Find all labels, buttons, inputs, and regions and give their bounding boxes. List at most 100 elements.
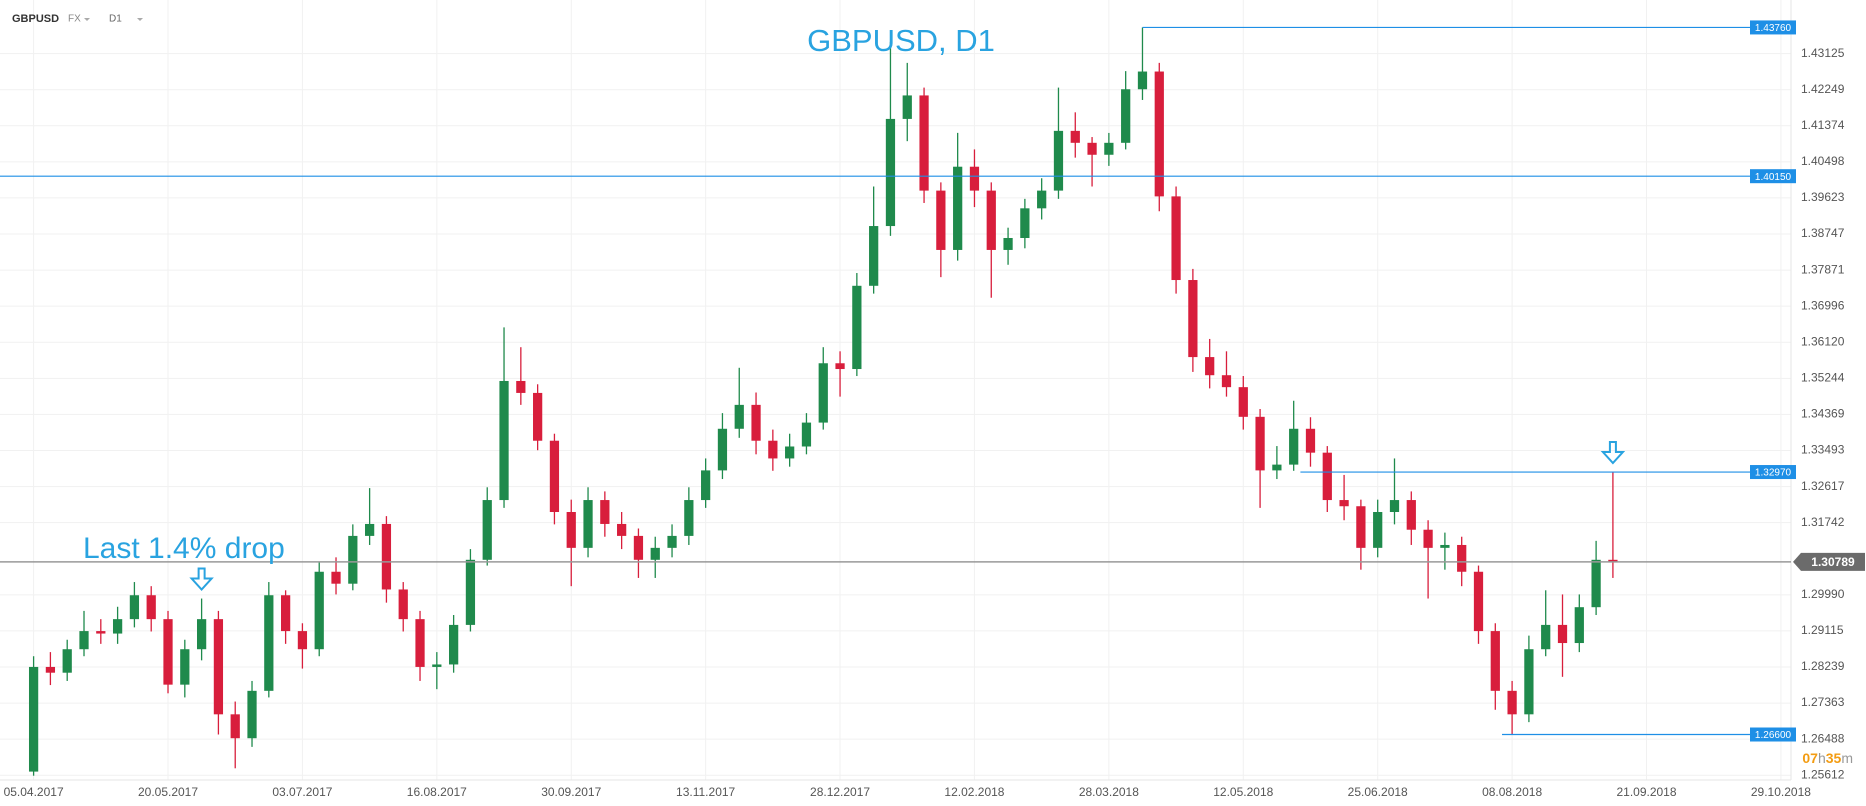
candle-body bbox=[1003, 237, 1013, 250]
candle-body bbox=[768, 440, 778, 459]
candle-body bbox=[129, 595, 140, 620]
candle-body bbox=[331, 571, 341, 584]
y-tick-label: 1.39623 bbox=[1801, 190, 1845, 204]
candle-body bbox=[1373, 512, 1383, 548]
level-label-box bbox=[1750, 465, 1796, 480]
candle-body bbox=[348, 535, 358, 584]
level-label: 1.26600 bbox=[1755, 730, 1792, 741]
level-label: 1.32970 bbox=[1755, 468, 1792, 479]
candle-body bbox=[1221, 375, 1232, 388]
candle-body bbox=[79, 631, 89, 650]
current-price-label: 1.30789 bbox=[1811, 555, 1855, 569]
candle-body bbox=[1440, 544, 1450, 548]
candle-body bbox=[549, 440, 560, 513]
level-label-box bbox=[1750, 169, 1796, 184]
candle-body bbox=[1423, 529, 1433, 548]
dropdown-icon[interactable] bbox=[84, 18, 90, 21]
x-tick-label: 28.03.2018 bbox=[1079, 785, 1139, 799]
candle-body bbox=[1188, 280, 1198, 358]
candle-body bbox=[953, 166, 963, 250]
candle-body bbox=[314, 571, 324, 650]
candle-body bbox=[835, 363, 845, 370]
candle-body bbox=[1272, 464, 1282, 471]
candle-body bbox=[163, 619, 173, 685]
candle-body bbox=[482, 500, 492, 560]
x-tick-label: 25.06.2018 bbox=[1348, 785, 1408, 799]
candle-body bbox=[1473, 571, 1484, 632]
candle-body bbox=[213, 619, 224, 715]
candle-body bbox=[751, 404, 761, 441]
x-tick-label: 13.11.2017 bbox=[676, 785, 735, 799]
x-tick-label: 03.07.2017 bbox=[272, 785, 332, 799]
candle-body bbox=[1289, 428, 1299, 465]
candle-body bbox=[230, 714, 240, 739]
candle-body bbox=[633, 535, 644, 560]
candle-body bbox=[1121, 89, 1131, 143]
candle-body bbox=[1507, 690, 1517, 715]
candle-body bbox=[1104, 142, 1114, 155]
candle-body bbox=[465, 559, 476, 625]
candle-body bbox=[297, 631, 308, 650]
symbol[interactable]: GBPUSD bbox=[12, 13, 59, 25]
y-tick-label: 1.31742 bbox=[1801, 515, 1845, 529]
annotation: Last 1.4% drop bbox=[83, 532, 285, 565]
candle-body bbox=[969, 166, 980, 191]
x-tick-label: 28.12.2017 bbox=[810, 785, 870, 799]
candle-body bbox=[516, 380, 526, 393]
candle-body bbox=[1591, 559, 1601, 608]
y-tick-label: 1.36996 bbox=[1801, 298, 1845, 312]
candle-body bbox=[449, 624, 459, 665]
candle-body bbox=[667, 535, 677, 548]
candle-body bbox=[1574, 607, 1584, 644]
candle-body bbox=[1406, 500, 1416, 530]
timeframe[interactable]: D1 bbox=[109, 14, 122, 25]
y-tick-label: 1.34369 bbox=[1801, 407, 1845, 421]
y-tick-label: 1.43125 bbox=[1801, 46, 1845, 60]
candle-body bbox=[1205, 357, 1215, 376]
candle-body bbox=[1238, 387, 1248, 417]
candle-body bbox=[146, 595, 156, 620]
candle-body bbox=[583, 500, 593, 548]
candle-body bbox=[801, 422, 812, 447]
annotation: GBPUSD, D1 bbox=[807, 23, 995, 58]
arrow-icon bbox=[1600, 441, 1626, 465]
candle-body bbox=[1389, 500, 1400, 513]
candle-body bbox=[112, 619, 123, 634]
market[interactable]: FX bbox=[68, 14, 81, 25]
candle-body bbox=[45, 666, 56, 673]
candle-body bbox=[650, 547, 660, 560]
x-tick-label: 21.09.2018 bbox=[1616, 785, 1676, 799]
candle-body bbox=[365, 523, 375, 536]
candle-body bbox=[1053, 130, 1064, 191]
candle-body bbox=[96, 631, 106, 634]
candle-body bbox=[1020, 208, 1030, 238]
candle-body bbox=[902, 95, 912, 119]
candle-body bbox=[1608, 559, 1618, 562]
candle-body bbox=[533, 392, 543, 441]
candle-body bbox=[1154, 71, 1164, 197]
y-tick-label: 1.25612 bbox=[1801, 767, 1845, 781]
x-tick-label: 30.09.2017 bbox=[541, 785, 601, 799]
candle-body bbox=[247, 690, 257, 739]
y-tick-label: 1.41374 bbox=[1801, 118, 1845, 132]
candle-body bbox=[717, 428, 728, 471]
candle-body bbox=[1541, 624, 1551, 650]
level-label-box bbox=[1750, 727, 1796, 742]
candle-body bbox=[785, 446, 795, 459]
candle-body bbox=[1490, 631, 1500, 691]
candle-body bbox=[264, 595, 274, 691]
candle-body bbox=[196, 619, 207, 650]
candle-body bbox=[1339, 500, 1349, 507]
dropdown-icon[interactable] bbox=[137, 18, 143, 21]
x-tick-label: 12.02.2018 bbox=[944, 785, 1004, 799]
countdown-minutes: 35 bbox=[1826, 750, 1842, 766]
candle-body bbox=[1137, 71, 1148, 90]
arrow-icon bbox=[189, 567, 214, 592]
candle-body bbox=[600, 500, 610, 524]
x-tick-label: 08.08.2018 bbox=[1482, 785, 1542, 799]
candle-body bbox=[852, 285, 862, 370]
candle-body bbox=[936, 190, 946, 250]
candle-body bbox=[885, 118, 896, 227]
candle-body bbox=[28, 666, 39, 772]
